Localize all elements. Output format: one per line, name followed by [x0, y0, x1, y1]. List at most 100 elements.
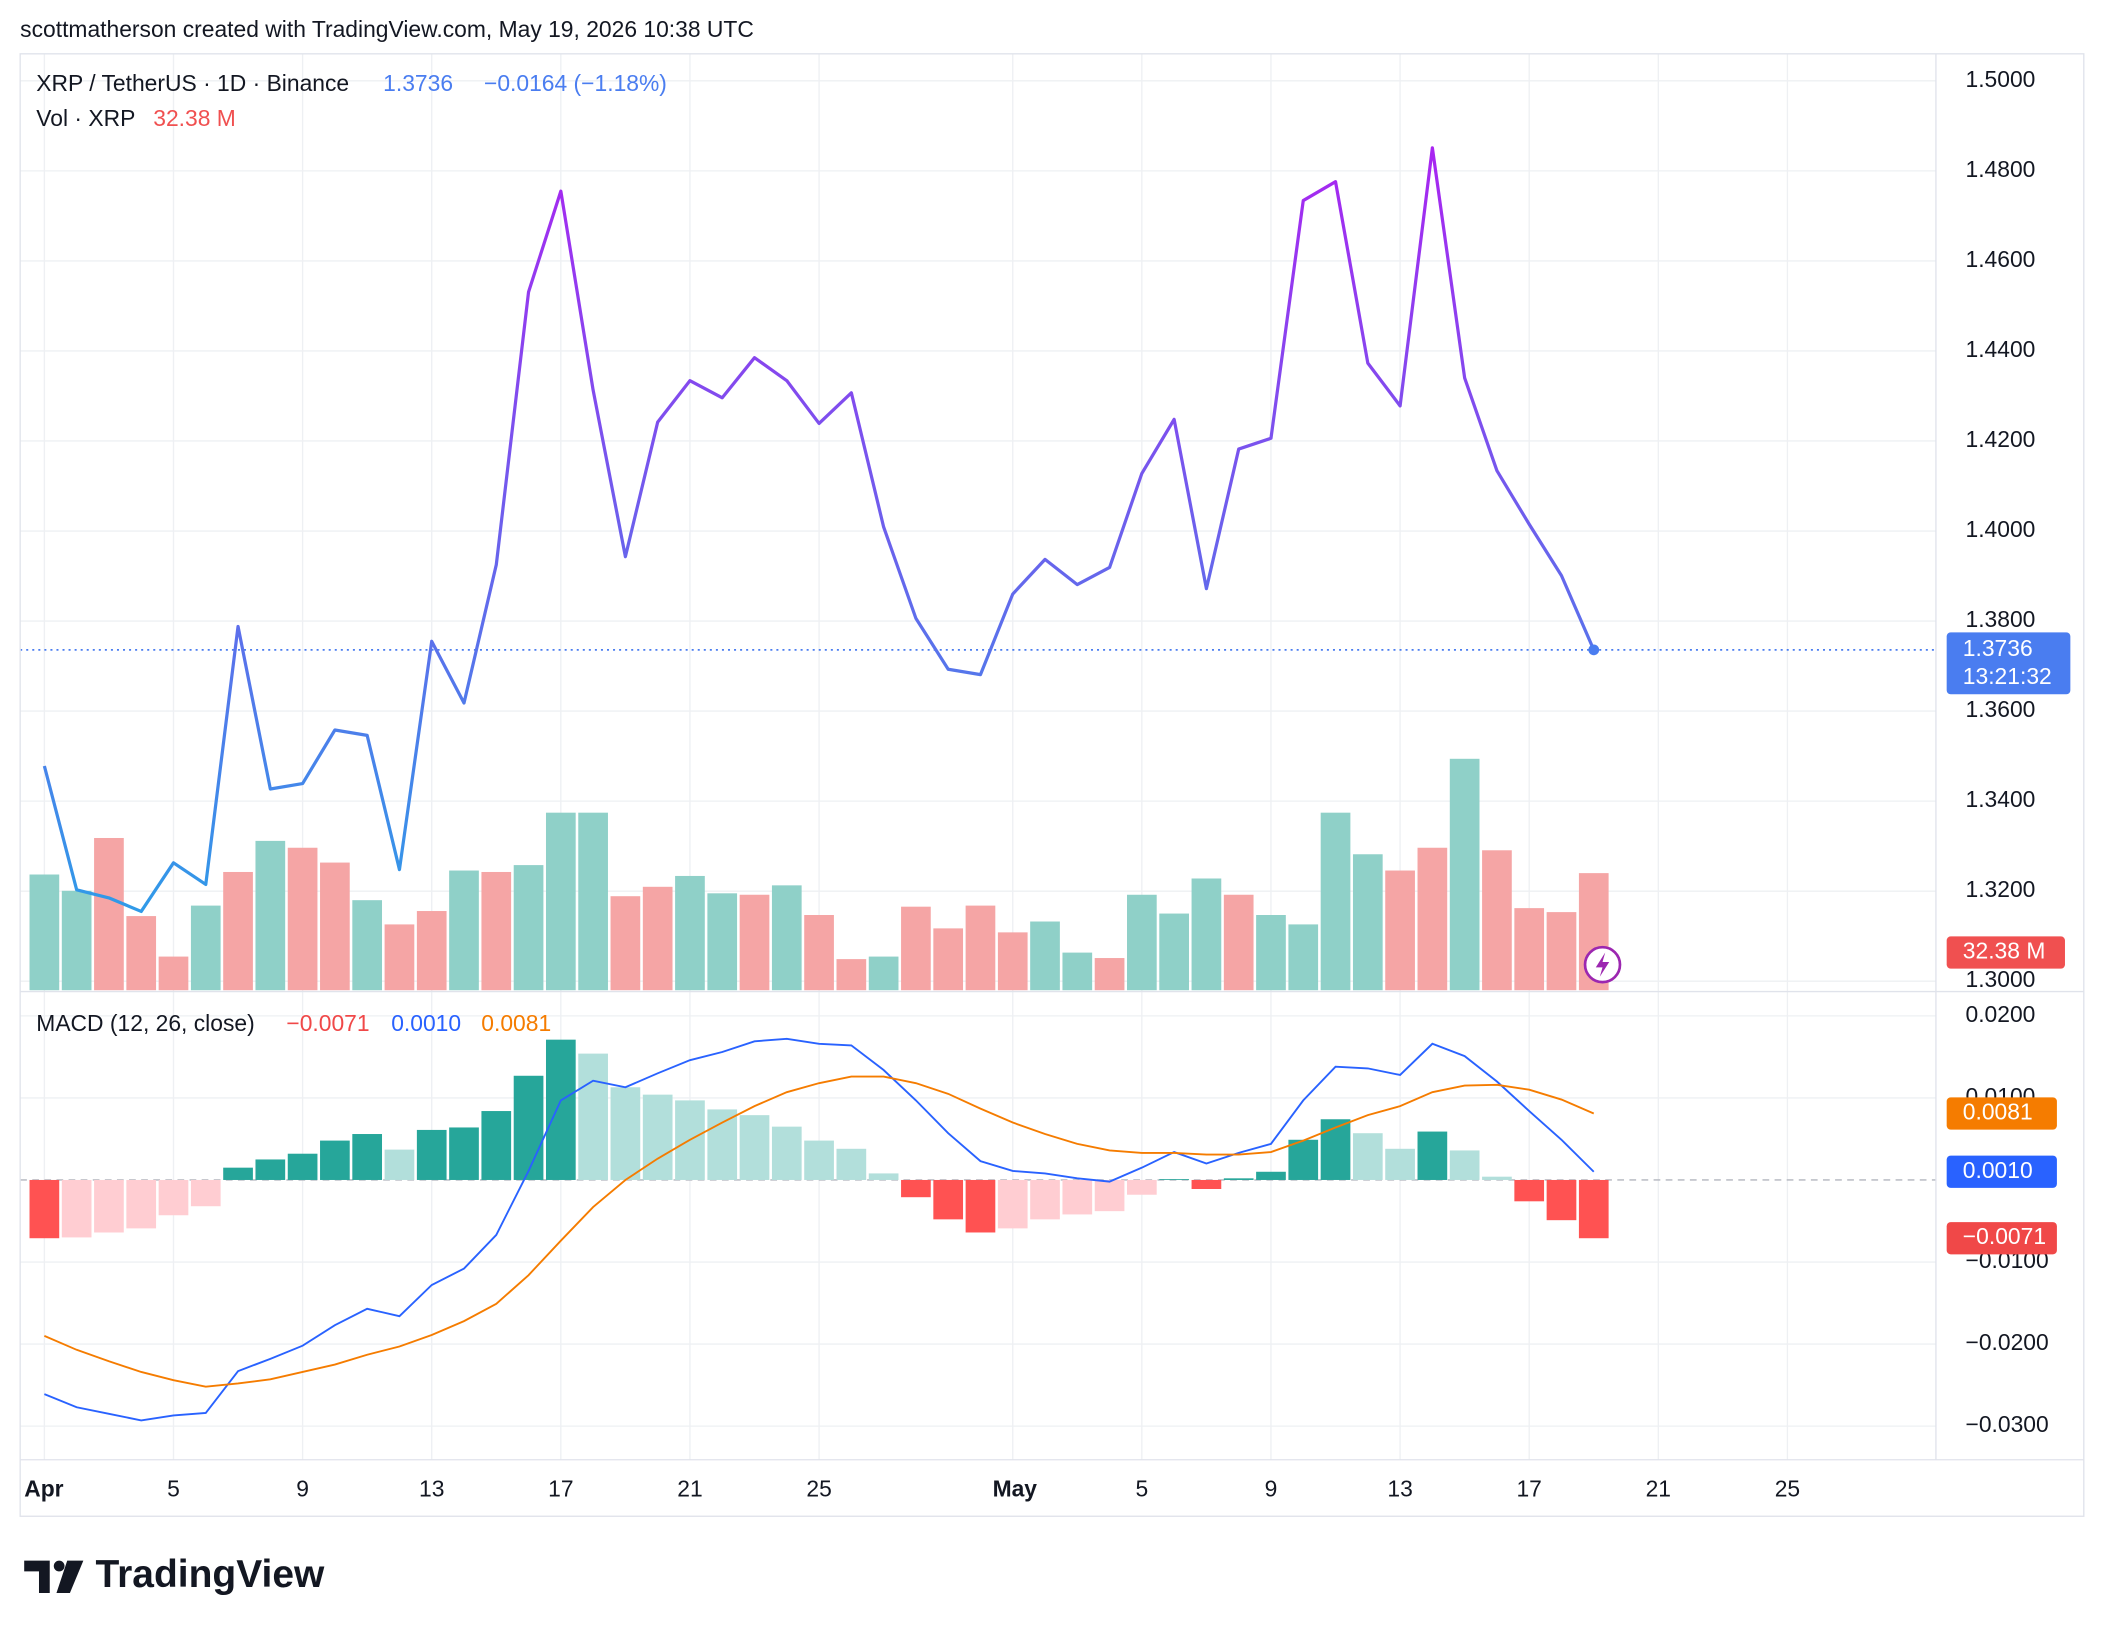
volume-bar [1256, 915, 1286, 991]
y-tick-label: 1.3000 [1965, 966, 2035, 992]
x-tick-label: 9 [296, 1476, 309, 1502]
signal-last: 0.0081 [481, 1010, 551, 1036]
replay-icon[interactable] [1583, 945, 1622, 984]
volume-bar [29, 874, 60, 991]
macd-line [44, 1037, 1595, 1422]
axis-labels: Apr 5 9 13 17 21 25 May 5 9 13 17 21 25 1.3000 1.3200 1.… [24, 66, 2071, 1502]
x-tick-label: 13 [419, 1476, 444, 1502]
volume-last: 32.38 M [153, 105, 236, 131]
volume-bar [126, 916, 157, 991]
volume-title: Vol · XRP [36, 105, 135, 131]
y-tick-label: 1.4800 [1965, 156, 2035, 182]
histogram-bar [1385, 1148, 1415, 1180]
volume-bar [771, 885, 802, 991]
volume-bar [578, 812, 608, 991]
histogram-bar [545, 1039, 576, 1180]
histogram-bar [287, 1153, 318, 1180]
histogram-bar [1320, 1119, 1351, 1180]
histogram-bar [1514, 1179, 1545, 1202]
header-text: scottmatherson created with TradingView.… [20, 16, 754, 42]
volume-bar [739, 894, 770, 991]
histogram-bar [61, 1179, 92, 1238]
x-tick-label: Apr [24, 1476, 63, 1502]
histogram-bar [1449, 1150, 1480, 1180]
histogram-bar [933, 1179, 964, 1220]
histogram-bar [868, 1173, 899, 1180]
x-tick-label: 5 [167, 1476, 180, 1502]
x-tick-label: 17 [548, 1476, 573, 1502]
volume-bar [610, 896, 641, 991]
histogram-bar [1127, 1179, 1157, 1195]
histogram-bar [1094, 1179, 1125, 1212]
volume-bar [868, 956, 899, 991]
histogram-bar [771, 1126, 802, 1180]
volume-bar [1320, 812, 1351, 991]
volume-bar [158, 956, 189, 991]
volume-bar [481, 871, 512, 991]
volume-bar [1288, 924, 1319, 991]
volume-bar [1417, 847, 1448, 991]
histogram-bar [1030, 1179, 1060, 1220]
countdown-label: 13:21:32 [1963, 663, 2052, 689]
volume-bar [1159, 913, 1189, 991]
volume-bar [901, 906, 931, 991]
volume-bar [707, 893, 738, 991]
last-point [1588, 644, 1600, 656]
histogram-bar [642, 1094, 673, 1180]
volume-bar [675, 875, 705, 991]
volume-bar [416, 911, 447, 991]
histogram-bar [901, 1179, 931, 1198]
histogram-bar [1352, 1133, 1383, 1180]
x-tick-label: 9 [1265, 1476, 1278, 1502]
volume-bar [223, 871, 253, 991]
price-line [42, 146, 1596, 914]
volume-bar [836, 959, 867, 991]
histogram-bar [578, 1053, 608, 1180]
y-tick-label: 1.5000 [1965, 66, 2035, 92]
histogram-bar [384, 1149, 415, 1180]
histogram-bar [1482, 1176, 1512, 1180]
histogram-bar [416, 1129, 447, 1180]
y-tick-label: 1.3600 [1965, 696, 2035, 722]
signal-line [44, 1075, 1595, 1388]
y-tick-label: 1.4000 [1965, 516, 2035, 542]
y-tick-label: −0.0200 [1965, 1329, 2048, 1355]
volume-bar [1385, 870, 1415, 991]
volume-bar [1223, 894, 1254, 991]
x-tick-label: 25 [1775, 1476, 1800, 1502]
volume-bar [642, 886, 673, 991]
y-tick-label: −0.0300 [1965, 1411, 2048, 1437]
value-box [1946, 1222, 2057, 1255]
y-tick-label: 1.3200 [1965, 876, 2035, 902]
value-box-label: 0.0081 [1963, 1099, 2033, 1125]
volume-bar [320, 862, 350, 991]
volume-box [1946, 936, 2065, 969]
x-tick-label: 21 [677, 1476, 702, 1502]
plot-layer [20, 53, 1936, 1460]
histogram-bar [965, 1179, 996, 1233]
histogram-bar [190, 1179, 221, 1207]
frame [19, 53, 2085, 1517]
histogram-bar [610, 1087, 641, 1180]
volume-bar [1482, 850, 1512, 991]
last-price: 1.3736 [383, 70, 453, 96]
histogram-bar [739, 1115, 770, 1180]
x-tick-label: 17 [1516, 1476, 1541, 1502]
histogram-bar [513, 1075, 544, 1180]
price-change: −0.0164 (−1.18%) [484, 70, 667, 96]
histogram-bar [94, 1179, 124, 1233]
volume-bar [255, 840, 286, 991]
hist-last: −0.0071 [286, 1010, 369, 1036]
histogram-bar [481, 1111, 512, 1180]
histogram-bar [126, 1179, 157, 1229]
histogram-bar [836, 1148, 867, 1180]
brand-logo [24, 1560, 84, 1593]
volume-bar [933, 928, 964, 991]
macd-last: 0.0010 [391, 1010, 461, 1036]
volume-bar [190, 905, 221, 991]
histogram-bar [997, 1179, 1028, 1229]
y-tick-label: 1.3800 [1965, 606, 2035, 632]
volume-bar [61, 890, 92, 991]
histogram-bar [1223, 1178, 1254, 1180]
